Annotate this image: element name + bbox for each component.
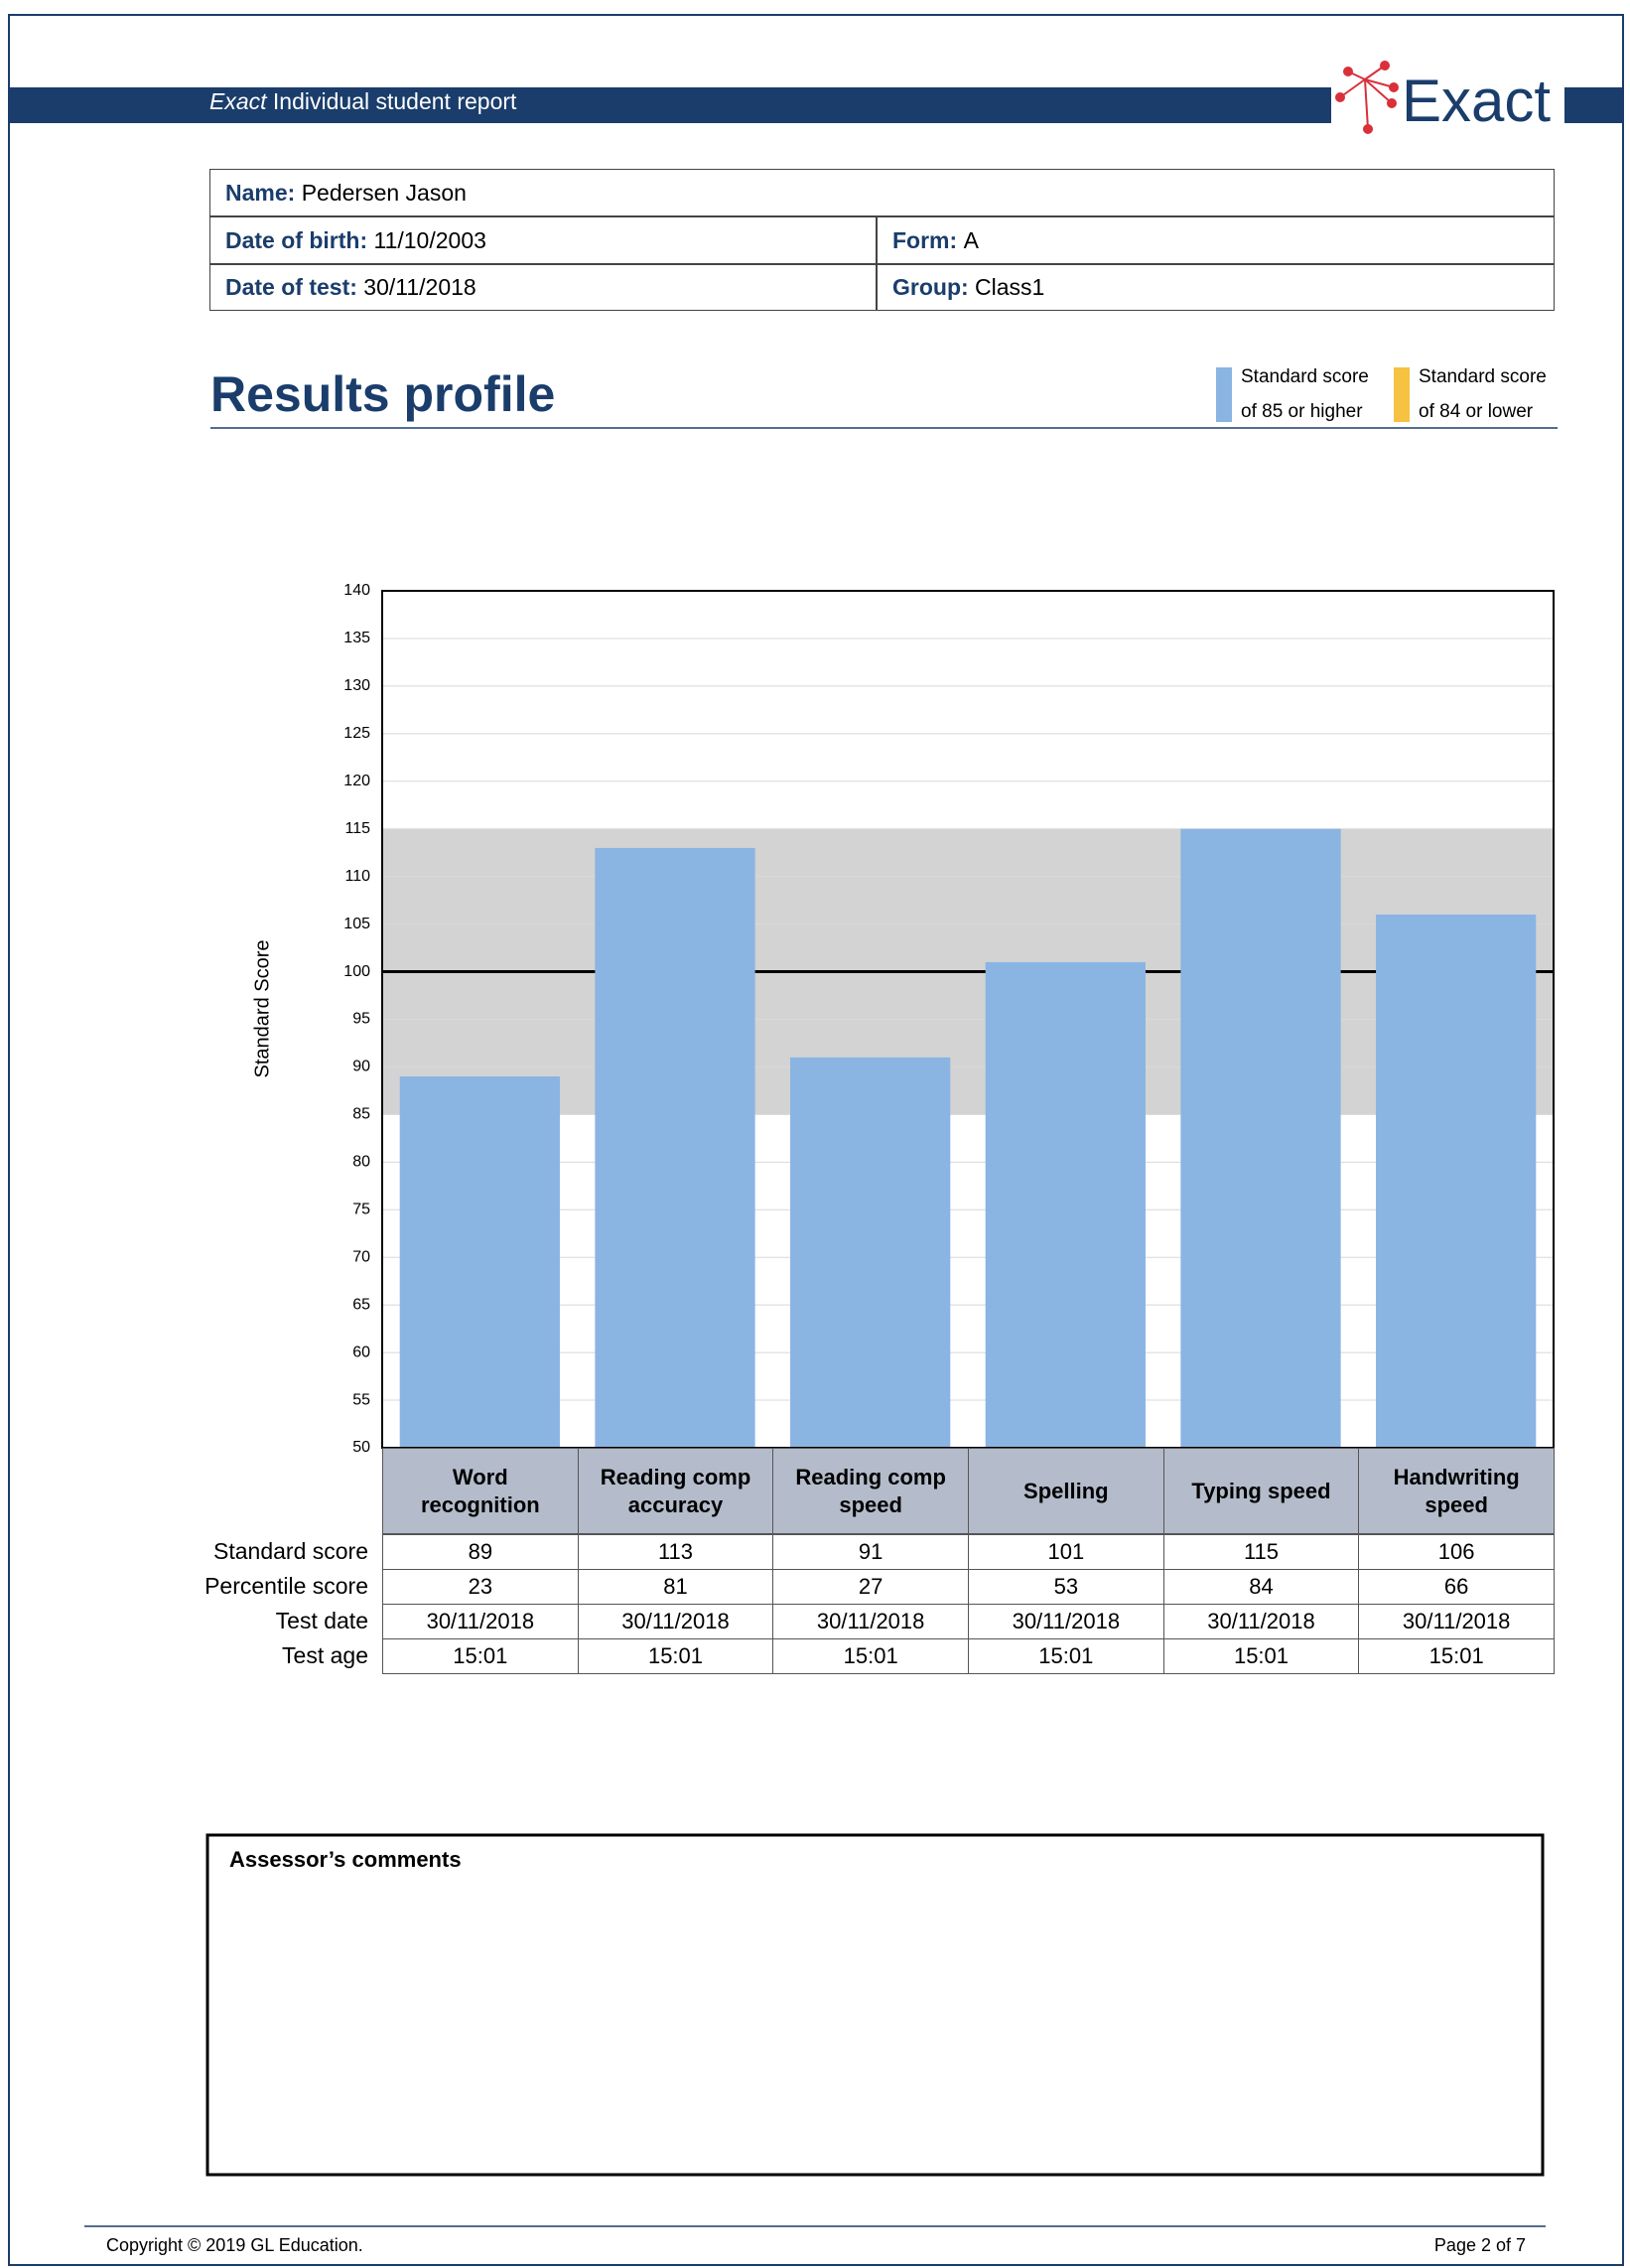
y-tick-label: 90 — [352, 1059, 370, 1075]
bar — [1180, 828, 1341, 1448]
info-label: Date of test: — [225, 274, 357, 300]
header-bar-end — [1564, 87, 1623, 123]
comments-box — [205, 1833, 1545, 2177]
y-tick-label: 140 — [343, 582, 370, 599]
header-product: Exact — [209, 88, 268, 114]
info-value: Pedersen Jason — [301, 179, 467, 206]
info-label: Form: — [892, 226, 958, 253]
table-cell: 30/11/2018 — [772, 1604, 969, 1639]
row-label: Standard score — [213, 1538, 368, 1564]
info-value: Class1 — [975, 274, 1045, 300]
bar — [595, 847, 755, 1448]
table-cell: 30/11/2018 — [1162, 1604, 1360, 1639]
table-cell: 113 — [577, 1534, 774, 1570]
y-tick-label: 80 — [352, 1154, 370, 1171]
info-cell: Date of test: 30/11/2018 — [209, 264, 877, 311]
info-value: 11/10/2003 — [373, 226, 486, 253]
row-label: Percentile score — [204, 1573, 368, 1599]
column-header: Typing speed — [1162, 1448, 1360, 1534]
info-cell: Group: Class1 — [877, 264, 1555, 311]
footer-page: Page 2 of 7 — [1434, 2235, 1526, 2255]
page-border — [8, 14, 1624, 2266]
comments-title: Assessor’s comments — [229, 1847, 462, 1872]
bar — [1376, 915, 1537, 1448]
column-header: Handwriting speed — [1358, 1448, 1555, 1534]
info-value: 30/11/2018 — [363, 274, 476, 300]
y-tick-label: 125 — [343, 725, 370, 742]
logo-text: Exact — [1402, 68, 1551, 134]
y-tick-label: 85 — [352, 1106, 370, 1123]
y-tick-label: 65 — [352, 1296, 370, 1313]
table-cell: 30/11/2018 — [1358, 1604, 1555, 1639]
info-label: Name: — [225, 179, 296, 206]
table-cell: 23 — [382, 1569, 579, 1605]
y-tick-label: 60 — [352, 1344, 370, 1360]
table-cell: 91 — [772, 1534, 969, 1570]
y-tick-label: 110 — [344, 868, 370, 885]
legend-label: Standard score of 84 or lower — [1419, 366, 1547, 422]
info-value: A — [963, 226, 979, 253]
bar — [399, 1076, 560, 1448]
table-cell: 89 — [382, 1534, 579, 1570]
legend-label: Standard score of 85 or higher — [1241, 366, 1369, 422]
table-cell: 30/11/2018 — [577, 1604, 774, 1639]
table-cell: 66 — [1358, 1569, 1555, 1605]
table-cell: 27 — [772, 1569, 969, 1605]
info-cell: Form: A — [877, 216, 1555, 264]
y-tick-label: 135 — [343, 630, 370, 646]
y-tick-label: 50 — [352, 1439, 370, 1456]
y-tick-label: 100 — [343, 963, 370, 980]
y-tick-label: 95 — [352, 1011, 370, 1028]
footer-copyright: Copyright © 2019 GL Education. — [106, 2235, 363, 2255]
column-header: Reading comp speed — [772, 1448, 969, 1534]
info-label: Group: — [892, 274, 969, 300]
table-cell: 15:01 — [772, 1638, 969, 1674]
table-cell: 15:01 — [1162, 1638, 1360, 1674]
section-title: Results profile — [210, 366, 555, 422]
y-tick-label: 115 — [344, 820, 370, 837]
table-cell: 30/11/2018 — [968, 1604, 1164, 1639]
table-cell: 84 — [1162, 1569, 1360, 1605]
legend-swatch — [1394, 367, 1410, 422]
header-title: Exact Individual student report — [209, 88, 517, 114]
table-cell: 101 — [968, 1534, 1164, 1570]
table-cell: 81 — [577, 1569, 774, 1605]
logo-star — [1335, 61, 1399, 134]
table-cell: 53 — [968, 1569, 1164, 1605]
row-label: Test age — [282, 1642, 368, 1668]
table-cell: 15:01 — [968, 1638, 1164, 1674]
table-cell: 115 — [1162, 1534, 1360, 1570]
column-header: Spelling — [968, 1448, 1164, 1534]
bar — [985, 961, 1146, 1448]
info-label: Date of birth: — [225, 226, 368, 253]
y-tick-label: 130 — [343, 677, 370, 694]
info-cell: Name: Pedersen Jason — [209, 169, 1555, 216]
table-cell: 15:01 — [382, 1638, 579, 1674]
y-tick-label: 75 — [352, 1201, 370, 1217]
y-tick-label: 55 — [352, 1391, 370, 1408]
header-title-text: Individual student report — [273, 88, 517, 114]
column-header: Word recognition — [382, 1448, 579, 1534]
row-label: Test date — [275, 1608, 368, 1633]
table-cell: 30/11/2018 — [382, 1604, 579, 1639]
bar — [790, 1057, 951, 1448]
info-cell: Date of birth: 11/10/2003 — [209, 216, 877, 264]
y-tick-label: 70 — [352, 1248, 370, 1265]
table-cell: 15:01 — [1358, 1638, 1555, 1674]
y-tick-label: 120 — [343, 773, 370, 789]
table-cell: 106 — [1358, 1534, 1555, 1570]
header-bar — [9, 87, 1331, 123]
column-header: Reading comp accuracy — [577, 1448, 774, 1534]
table-cell: 15:01 — [577, 1638, 774, 1674]
legend-swatch — [1216, 367, 1232, 422]
y-axis-label: Standard Score — [251, 940, 273, 1078]
y-tick-label: 105 — [343, 916, 370, 932]
